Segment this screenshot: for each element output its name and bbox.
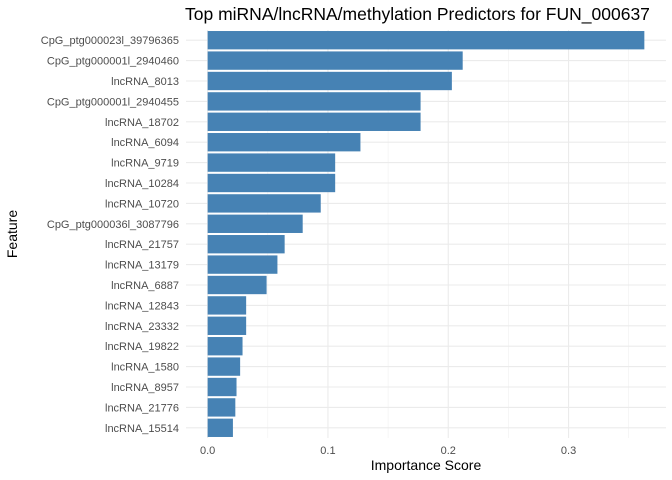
bar-lncRNA_10284 <box>207 173 336 193</box>
bar-lncRNA_6094 <box>207 133 361 152</box>
y-tick-label: lncRNA_21776 <box>105 402 179 414</box>
y-tick-label: lncRNA_1580 <box>111 362 179 374</box>
y-tick-label: lncRNA_10720 <box>105 198 179 210</box>
bar-lncRNA_9719 <box>207 153 336 172</box>
bar-lncRNA_18702 <box>207 112 421 131</box>
y-axis-title: Feature <box>4 210 20 258</box>
bar-lncRNA_13179 <box>207 255 278 274</box>
y-tick-label: CpG_ptg000001l_2940455 <box>47 96 179 108</box>
y-tick-label: lncRNA_23332 <box>105 321 179 333</box>
bar-lncRNA_21757 <box>207 235 285 254</box>
bar-lncRNA_15514 <box>207 418 233 437</box>
bar-CpG_ptg000001l_2940460 <box>207 51 463 70</box>
chart-title: Top miRNA/lncRNA/methylation Predictors … <box>185 4 650 25</box>
bar-CpG_ptg000023l_39796365 <box>207 31 645 50</box>
y-tick-label: lncRNA_9719 <box>111 158 179 170</box>
y-tick-labels: CpG_ptg000023l_39796365 CpG_ptg000001l_29… <box>41 35 179 435</box>
bar-CpG_ptg000036l_3087796 <box>207 214 303 233</box>
y-tick-label: CpG_ptg000036l_3087796 <box>47 219 179 231</box>
y-tick-label: lncRNA_10284 <box>105 178 179 190</box>
y-tick-label: CpG_ptg000001l_2940460 <box>47 56 179 68</box>
bars-group <box>207 31 645 437</box>
y-tick-label: lncRNA_8013 <box>111 76 179 88</box>
y-tick-label: lncRNA_6887 <box>111 280 179 292</box>
bar-lncRNA_10720 <box>207 194 321 213</box>
bar-lncRNA_12843 <box>207 296 247 315</box>
bar-lncRNA_1580 <box>207 357 241 376</box>
y-tick-label: lncRNA_12843 <box>105 300 179 312</box>
bar-lncRNA_21776 <box>207 398 236 417</box>
bar-lncRNA_8013 <box>207 71 452 91</box>
x-tick-labels: 0.0 0.1 0.2 0.3 <box>200 445 576 457</box>
y-tick-label: lncRNA_6094 <box>111 137 179 149</box>
y-tick-label: lncRNA_13179 <box>105 260 179 272</box>
bar-lncRNA_19822 <box>207 337 243 356</box>
y-tick-label: lncRNA_21757 <box>105 239 179 251</box>
x-tick-label: 0.1 <box>320 445 335 457</box>
x-tick-label: 0.0 <box>200 445 215 457</box>
bar-lncRNA_8957 <box>207 377 237 397</box>
bar-lncRNA_23332 <box>207 316 247 335</box>
bar-CpG_ptg000001l_2940455 <box>207 92 421 111</box>
x-tick-label: 0.2 <box>441 445 456 457</box>
x-axis-title: Importance Score <box>371 457 482 473</box>
y-tick-label: lncRNA_19822 <box>105 341 179 353</box>
y-tick-label: lncRNA_18702 <box>105 117 179 129</box>
y-tick-label: lncRNA_15514 <box>105 423 179 435</box>
y-tick-label: CpG_ptg000023l_39796365 <box>41 35 179 47</box>
y-tick-label: lncRNA_8957 <box>111 382 179 394</box>
bar-lncRNA_6887 <box>207 275 267 295</box>
x-tick-label: 0.3 <box>561 445 576 457</box>
